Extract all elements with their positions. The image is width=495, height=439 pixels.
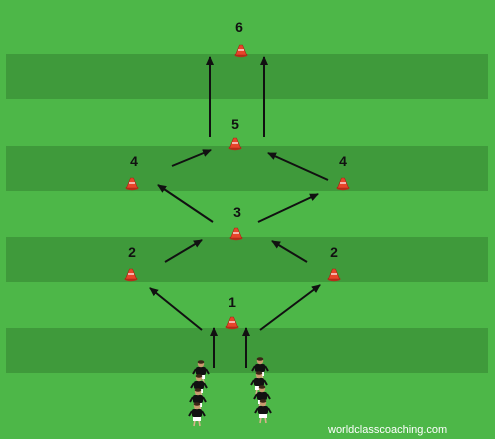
arrow-cone-1-to-cone-2-right: [259, 284, 321, 331]
grass-stripe: [6, 146, 488, 191]
grass-stripe: [6, 54, 488, 99]
cone-number-label: 1: [228, 294, 236, 310]
cone-number-label: 4: [130, 153, 138, 169]
cone-number-label: 4: [339, 153, 347, 169]
run-arrows: [149, 56, 329, 368]
cone-2: [124, 268, 138, 282]
player: [188, 402, 206, 427]
cone-2: [327, 268, 341, 282]
grass-stripe: [6, 237, 488, 282]
cone-1: [225, 316, 239, 330]
cone-number-label: 6: [235, 19, 243, 35]
cone-number-label: 5: [231, 116, 239, 132]
cone-number-label: 2: [330, 244, 338, 260]
cone-4: [125, 177, 139, 191]
cone-number-label: 3: [233, 204, 241, 220]
arrow-cone-2-to-cone-3-left: [164, 239, 203, 263]
arrow-cone-3-to-cone-4-right: [257, 193, 319, 223]
arrow-cone-4-to-cone-5-left: [171, 149, 212, 167]
cone-6: [234, 44, 248, 58]
arrow-cone-4-to-cone-5-right: [267, 152, 329, 181]
players: [188, 357, 272, 427]
arrow-cone-1-to-cone-2-left: [149, 287, 203, 331]
arrow-cone-3-to-cone-4-left: [157, 184, 214, 223]
player: [254, 399, 272, 424]
watermark-text: worldclasscoaching.com: [327, 424, 447, 436]
cone-3: [229, 227, 243, 241]
cone-5: [228, 137, 242, 151]
cone-4: [336, 177, 350, 191]
cones: 1 2 2 3 4 4 5 6: [124, 19, 350, 330]
cone-number-label: 2: [128, 244, 136, 260]
arrow-cone-2-to-cone-3-right: [271, 240, 308, 263]
